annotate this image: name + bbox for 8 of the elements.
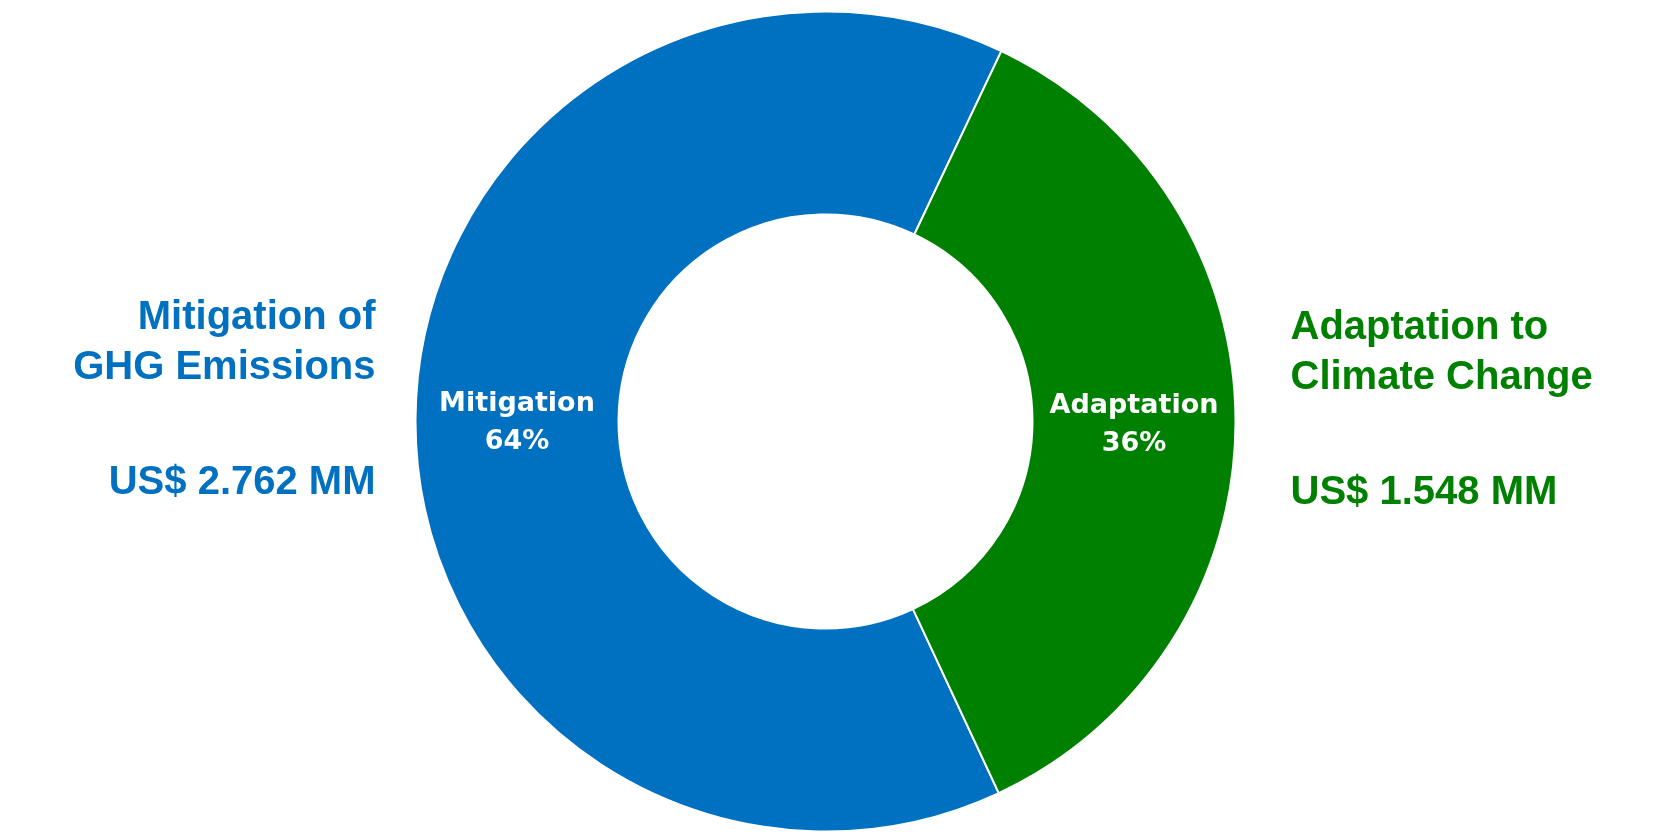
text: Mitigation of GHG Emissions [73,292,377,388]
text: US$ 1.548 MM [1290,467,1558,512]
text: Adaptation to Climate Change [1290,302,1593,398]
text: US$ 2.762 MM [108,457,376,502]
slice-label: Adaptation [1049,387,1219,419]
slice-label: Mitigation [439,385,595,417]
data-label: 64% [484,424,550,456]
data-label: 36% [1101,426,1167,458]
